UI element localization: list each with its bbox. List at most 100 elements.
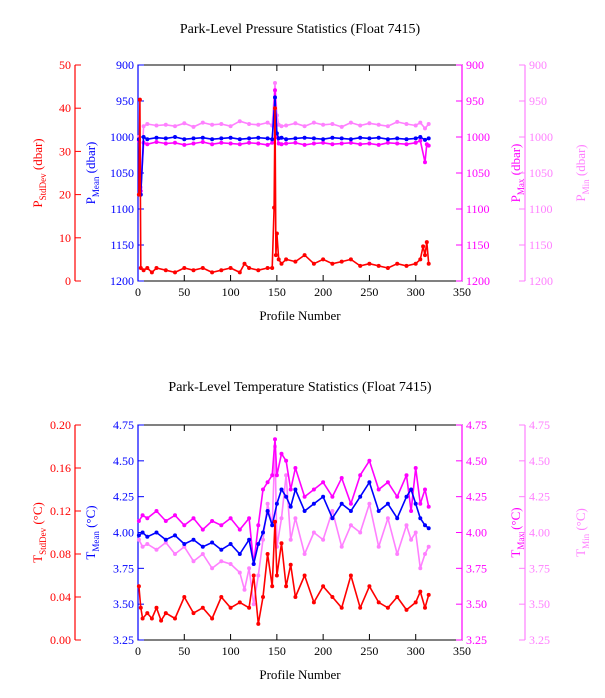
pressure-series-min-point [163,122,168,127]
pressure-series-std-point [256,268,261,273]
pressure-mean-tick-label: 950 [116,94,134,108]
pressure-min-tick-label: 1200 [529,274,553,288]
pressure-series-std-point [426,261,431,266]
pressure-series-min-point [330,122,335,126]
temperature-series-mean-point [200,544,205,549]
temperature-series-max-point [145,516,150,521]
temperature-series-max-point [418,501,423,506]
pressure-series-mean-point [367,136,372,141]
temperature-series-max-point [404,473,409,478]
temperature-series-std-point [219,595,224,599]
temperature-series-max-point [311,487,316,492]
temperature-series-min-point [367,501,372,506]
temperature-series-max-point [247,516,252,521]
pressure-series-mean-point [256,135,261,140]
pressure-series-mean-point [395,136,400,141]
temperature-series-min-point [247,566,252,571]
temperature-series-max-point [191,516,196,521]
temperature-series-std-point [293,595,298,599]
pressure-series-mean-point [330,135,335,140]
pressure-min-tick-label: 1100 [529,202,553,216]
temperature-series-min-point [237,570,242,575]
pressure-series-min-point [279,124,284,129]
temperature-series-max-point [273,437,277,442]
pressure-series-min-line [138,82,430,189]
pressure-series-max-point [247,140,252,145]
temperature-series-std-point [145,611,150,616]
pressure-series-max-point [210,142,215,147]
temperature-series-max-point [261,487,265,492]
pressure-max-axis-label: PMax (dbar) [508,144,526,203]
temperature-series-mean-point [423,523,427,528]
pressure-series-min-point [219,122,224,126]
pressure-series-std-point [358,263,363,268]
pressure-series-std-point [404,263,409,268]
pressure-x-tick-label: 0 [135,285,141,299]
pressure-series-mean-point [228,135,233,140]
temperature-series-max-point [321,480,326,485]
temperature-series-max-point [154,509,159,513]
pressure-x-tick-label: 350 [453,285,471,299]
temperature-series-std-point [404,607,409,612]
pressure-series-min-point [385,124,390,129]
pressure-series-std-point [421,244,426,249]
temperature-series-std-point [237,600,242,605]
temperature-mean-tick-label: 4.25 [113,490,134,504]
temperature-series-min-point [182,544,187,549]
temperature-series-std-point [265,552,270,556]
pressure-series-std-point [228,266,233,270]
temperature-series-std-point [358,605,363,610]
temperature-series-max-point [358,473,363,478]
temperature-series-max-point [330,494,335,499]
temperature-series-mean-point [404,494,409,499]
temperature-series-mean-point [367,480,372,485]
temperature-series-min-point [409,537,414,542]
pressure-series-max-point [163,141,168,146]
temperature-series-mean-point [145,534,150,539]
temperature-series-min-point [288,537,293,542]
temperature-x-tick-label: 50 [178,644,190,658]
temperature-series-std-point [182,595,187,599]
pressure-series-std-point [424,240,429,245]
pressure-series-mean-point [141,135,146,139]
temperature-series-std-point [136,584,141,589]
temperature-series-std-line [138,520,430,625]
temperature-series-std-point [413,600,418,605]
pressure-series-min-point [376,122,381,127]
pressure-mean-axis-label: PMean (dbar) [83,142,101,205]
pressure-std-tick-label: 0 [65,274,71,288]
temperature-std-tick-label: 0.12 [50,504,71,518]
temperature-series-max-point [219,523,224,528]
pressure-series-std-point [273,253,278,258]
temperature-series-min-point [242,587,247,592]
pressure-series-min-point [404,122,409,126]
temperature-series-min-point [251,602,256,607]
temperature-series-max-point [385,480,390,485]
pressure-series-max-point [200,140,205,144]
temperature-series-std-point [284,584,289,589]
temperature-series-mean-point [321,494,326,499]
temperature-series-std-point [302,573,307,578]
pressure-series-mean-point [404,137,409,142]
pressure-series-min-point [182,121,187,126]
temperature-series-min-point [210,566,215,571]
temperature-series-mean-point [219,547,224,552]
pressure-series-std-point [413,261,418,266]
pressure-series-min-point [426,122,431,126]
temperature-series-mean-point [228,542,233,546]
pressure-max-tick-label: 1100 [466,202,490,216]
pressure-max-tick-label: 1050 [466,166,490,180]
temperature-series-min-point [302,552,307,556]
pressure-panel: Park-Level Pressure Statistics (Float 74… [30,22,591,323]
pressure-series-std-point [276,257,281,262]
temperature-series-max-point [200,527,205,532]
temperature-max-tick-label: 4.00 [466,526,487,540]
pressure-series-std-point [237,270,242,275]
temperature-series-mean-point [358,494,363,499]
temperature-series-min-point [385,516,390,521]
pressure-series-mean-point [219,136,224,141]
pressure-series-min-point [413,123,418,128]
pressure-series-std-point [321,257,326,262]
temperature-series-std-point [149,616,154,621]
